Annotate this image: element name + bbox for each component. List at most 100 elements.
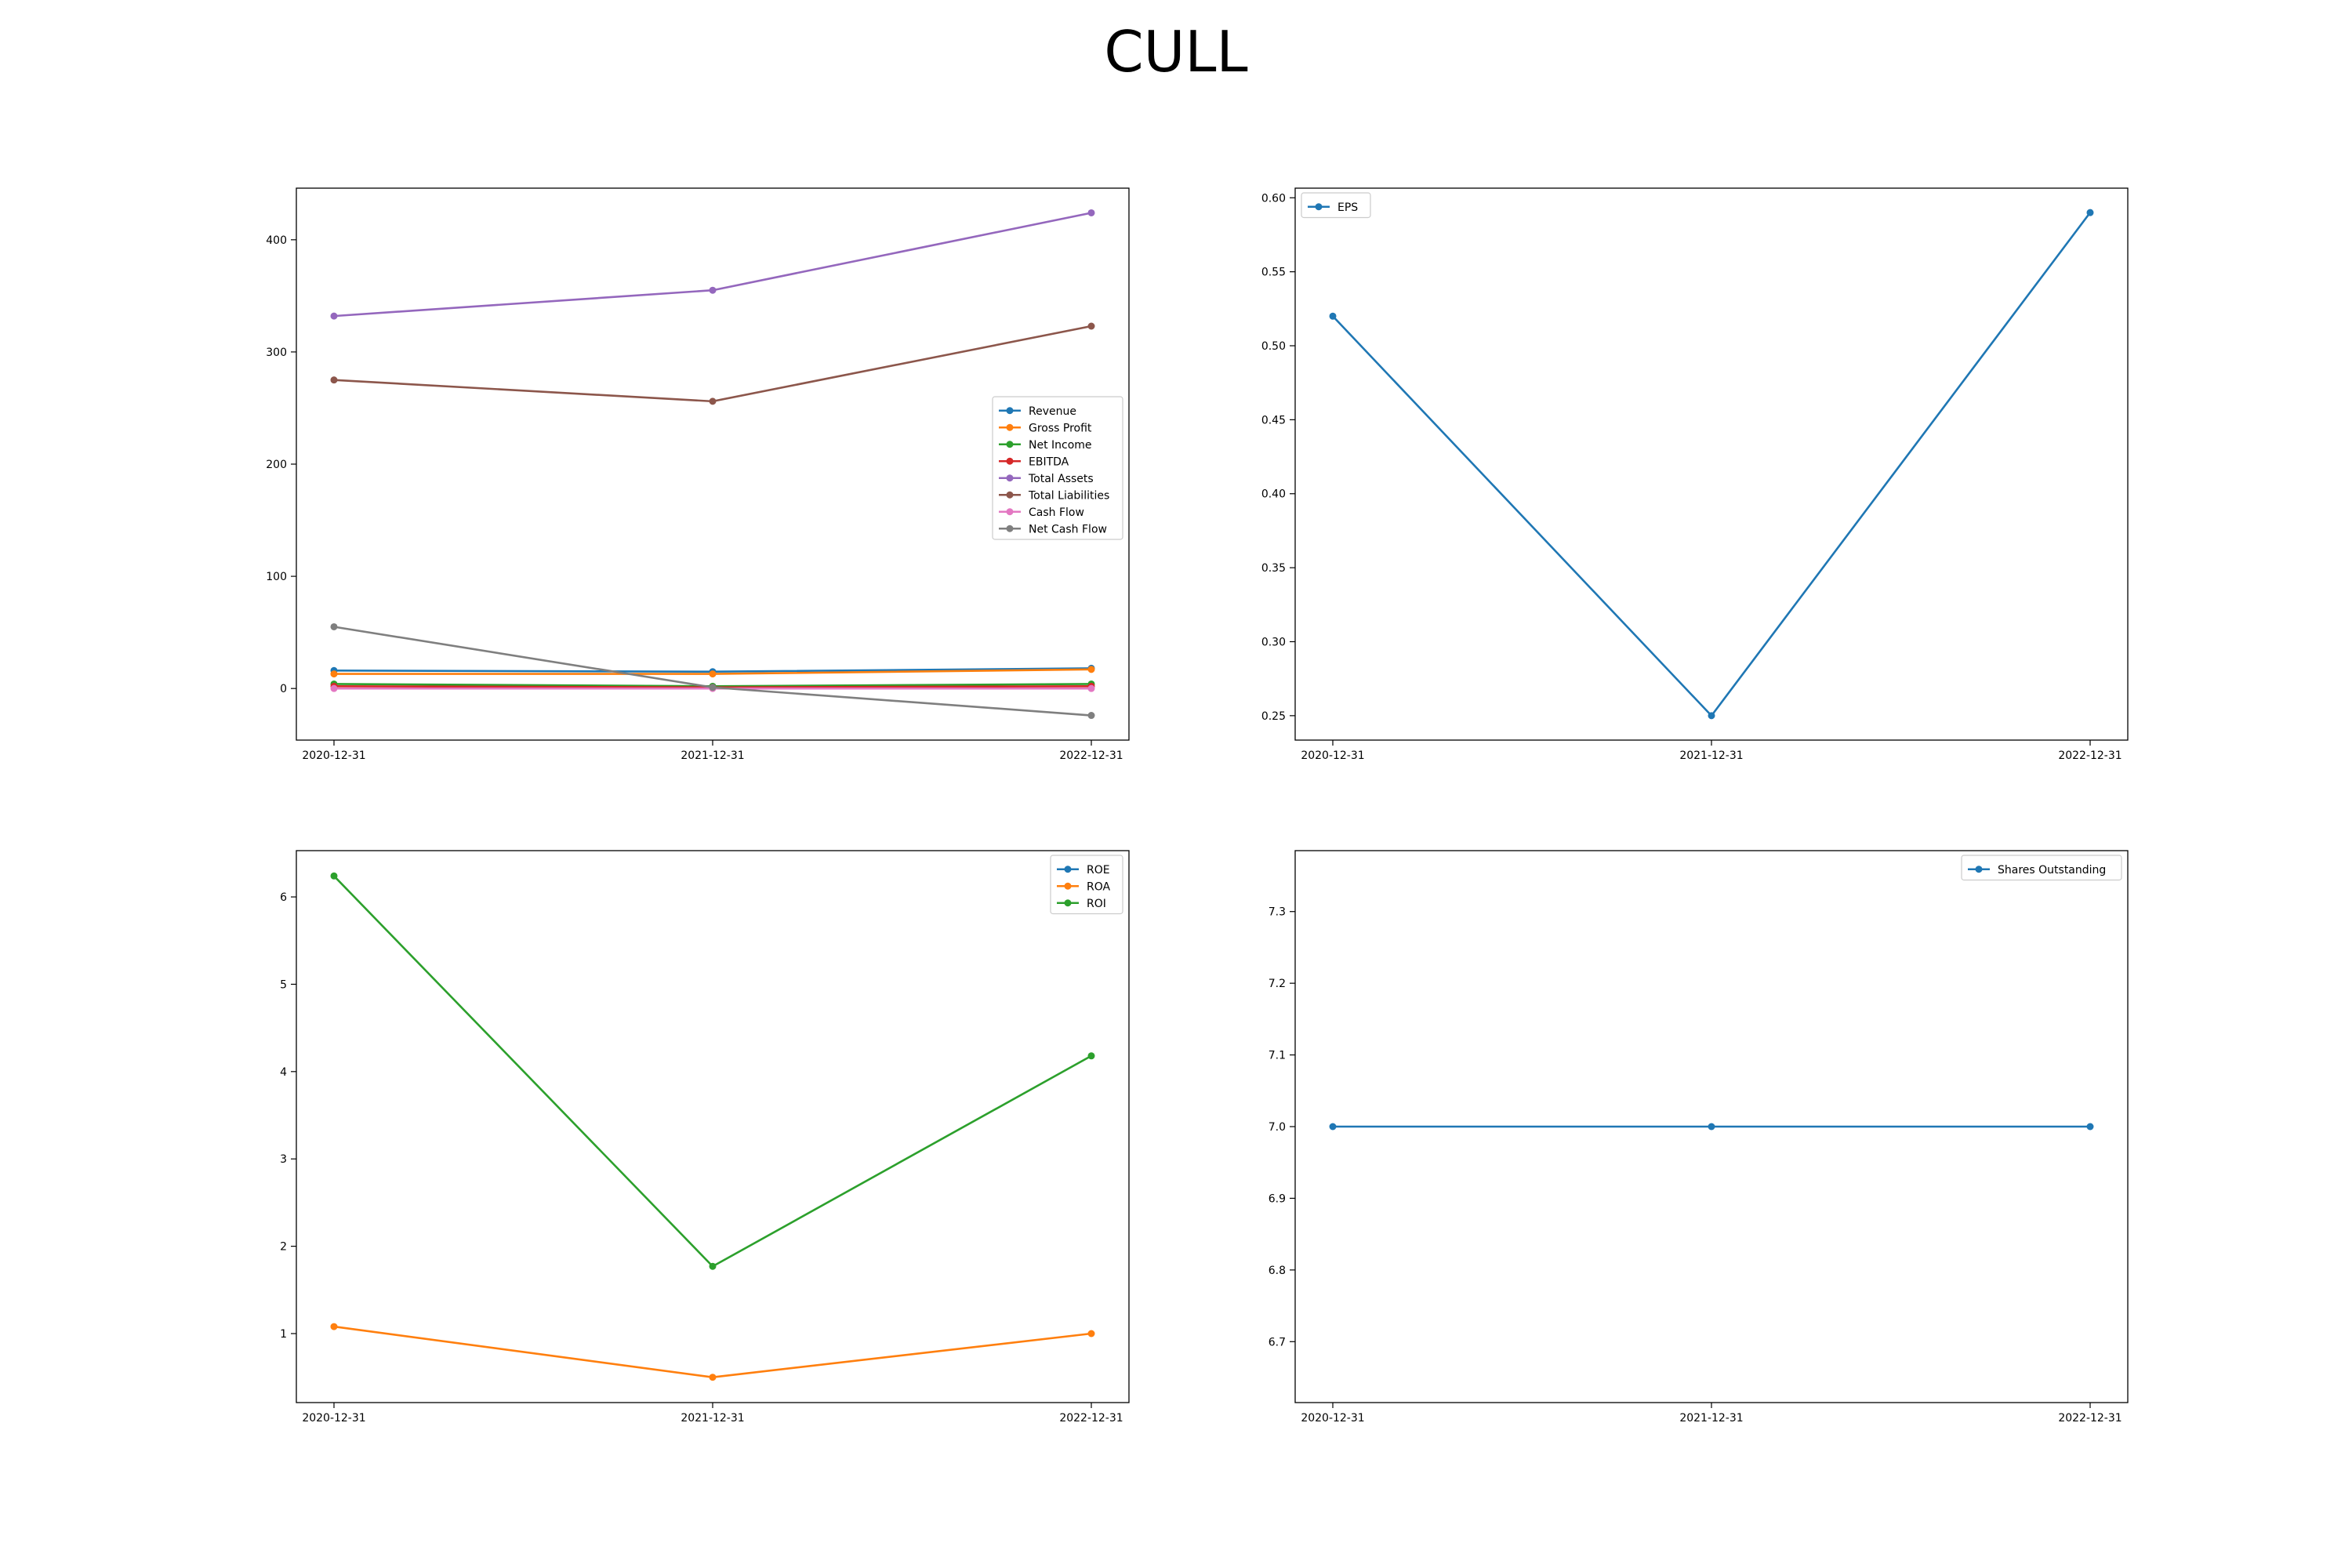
x-tick-label: 2020-12-31 [1301, 750, 1364, 762]
y-tick-label: 4 [280, 1066, 287, 1079]
y-tick-label: 5 [280, 978, 287, 991]
legend-marker [1006, 441, 1014, 448]
y-tick-label: 7.1 [1269, 1050, 1286, 1062]
y-tick-label: 0.40 [1261, 488, 1286, 501]
y-tick-label: 0.55 [1261, 267, 1286, 279]
y-tick-label: 0.30 [1261, 636, 1286, 648]
x-tick-label: 2021-12-31 [681, 750, 744, 762]
legend-marker [1006, 457, 1014, 465]
data-point [330, 622, 338, 630]
data-point [1087, 1052, 1095, 1060]
data-point [709, 1262, 717, 1270]
y-tick-label: 2 [280, 1241, 287, 1254]
data-point [709, 397, 717, 405]
y-tick-label: 400 [266, 234, 287, 247]
legend-box [1961, 855, 2122, 881]
data-point [709, 1374, 717, 1381]
x-tick-label: 2022-12-31 [2058, 1412, 2122, 1425]
y-tick-label: 100 [266, 571, 287, 583]
legend-marker [1006, 407, 1014, 415]
data-point [330, 872, 338, 880]
y-tick-label: 7.0 [1269, 1121, 1286, 1134]
legend-label: ROA [1087, 880, 1111, 893]
legend-marker [1006, 474, 1014, 482]
legend-marker [1064, 899, 1072, 907]
legend-label: EPS [1338, 201, 1358, 214]
legend-box [1301, 192, 1371, 219]
legend-label: EBITDA [1029, 456, 1069, 468]
legend-label: Total Liabilities [1028, 489, 1109, 502]
y-tick-label: 200 [266, 459, 287, 471]
data-point [1708, 712, 1715, 720]
data-point [709, 684, 717, 691]
y-tick-label: 0 [280, 683, 287, 695]
x-tick-label: 2021-12-31 [681, 1412, 744, 1425]
legend-label: Total Assets [1028, 473, 1094, 485]
chart-financials: 2020-12-31 2021-12-31 2022-12-31 0 100 200 300… [266, 187, 1130, 762]
data-point [709, 286, 717, 294]
legend: ROE ROA ROI [1050, 855, 1123, 915]
series-line-eps [1332, 212, 2092, 717]
y-tick-label: 0.45 [1261, 414, 1286, 426]
y-tick-label: 300 [266, 347, 287, 359]
legend-label: Net Cash Flow [1029, 523, 1107, 535]
data-point [1087, 666, 1095, 673]
legend: EPS [1301, 192, 1371, 219]
legend-box [992, 396, 1123, 540]
y-tick-label: 3 [280, 1153, 287, 1166]
data-point [1329, 312, 1337, 320]
chart-returns: 2020-12-31 2021-12-31 2022-12-31123456ROER… [280, 850, 1130, 1425]
y-tick-label: 6.9 [1269, 1192, 1286, 1205]
series-line-roa [333, 1325, 1092, 1378]
figure-title: CULL [1104, 19, 1248, 85]
y-tick-label: 0.25 [1261, 710, 1286, 723]
series-line-total-assets [333, 212, 1092, 318]
data-point [1329, 1123, 1337, 1131]
legend-label: Net Income [1029, 439, 1092, 452]
legend-label: Revenue [1029, 405, 1076, 418]
data-point [1087, 209, 1095, 216]
legend-marker [1315, 203, 1323, 211]
x-tick-label: 2022-12-31 [1059, 750, 1123, 762]
data-point [1087, 684, 1095, 692]
legend: Shares Outstanding [1961, 855, 2122, 881]
data-point [1087, 712, 1095, 720]
y-tick-label: 6.8 [1269, 1265, 1286, 1277]
x-tick-label: 2022-12-31 [1059, 1412, 1123, 1425]
x-tick-label: 2021-12-31 [1679, 1412, 1743, 1425]
data-point [1087, 1330, 1095, 1338]
data-point [330, 312, 338, 320]
data-point [1708, 1123, 1715, 1131]
y-tick-label: 7.3 [1269, 906, 1286, 919]
legend-label: Shares Outstanding [1998, 864, 2106, 877]
data-point [330, 376, 338, 384]
legend-label: ROI [1087, 898, 1106, 910]
data-point [2086, 209, 2094, 216]
legend: Revenue Gross Profit Net Income EBITDA Total… [992, 396, 1123, 540]
x-tick-label: 2020-12-31 [302, 1412, 365, 1425]
y-tick-label: 0.50 [1261, 340, 1286, 353]
data-point [1087, 322, 1095, 330]
legend-label: ROE [1087, 864, 1110, 877]
data-point [330, 1323, 338, 1330]
series-line-roi [333, 875, 1092, 1268]
legend-marker [1064, 882, 1072, 890]
legend-marker [1006, 423, 1014, 431]
axes-frame [1294, 187, 2129, 741]
legend-label: Gross Profit [1029, 422, 1092, 434]
data-point [330, 670, 338, 678]
legend-marker [1006, 491, 1014, 499]
y-tick-label: 6 [280, 891, 287, 904]
y-tick-label: 1 [280, 1328, 287, 1341]
data-point [2086, 1123, 2094, 1131]
y-tick-label: 0.35 [1261, 562, 1286, 575]
legend-marker [1006, 508, 1014, 516]
y-tick-label: 0.60 [1261, 192, 1286, 205]
legend-marker [1975, 866, 1983, 873]
legend-marker [1006, 524, 1014, 532]
x-tick-label: 2021-12-31 [1679, 750, 1743, 762]
data-point [709, 670, 717, 678]
y-tick-label: 7.2 [1269, 978, 1286, 990]
legend-marker [1064, 866, 1072, 873]
axes-frame [296, 850, 1130, 1403]
